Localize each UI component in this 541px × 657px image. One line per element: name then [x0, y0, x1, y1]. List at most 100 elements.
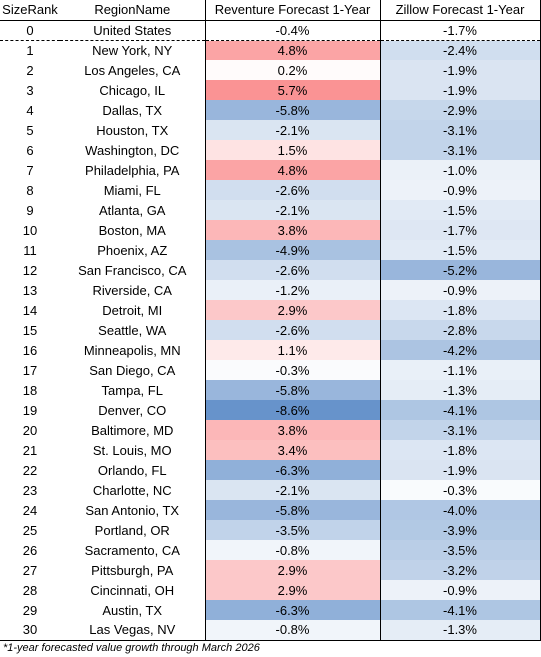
cell-size-rank: 13	[22, 282, 38, 298]
cell-size-rank: 22	[22, 462, 38, 478]
cell-reventure-forecast: 4.8%	[204, 40, 380, 60]
cell-reventure-forecast: -2.6%	[204, 180, 380, 200]
cell-reventure-forecast: 2.9%	[204, 580, 380, 600]
table-row: 23 Charlotte, NC -2.1% -0.3%	[0, 480, 541, 500]
header-zillow-forecast: Zillow Forecast 1-Year	[379, 0, 541, 21]
cell-zillow-forecast: -1.9%	[379, 60, 541, 80]
table-row: 0 United States -0.4% -1.7%	[0, 20, 541, 41]
cell-region-name: Baltimore, MD	[91, 422, 174, 438]
cell-reventure-forecast: -5.8%	[204, 100, 380, 120]
cell-region-name: Atlanta, GA	[99, 202, 166, 218]
cell-region-name: Miami, FL	[103, 182, 161, 198]
cell-region-name: Boston, MA	[98, 222, 166, 238]
cell-reventure-forecast: -4.9%	[204, 240, 380, 260]
cell-region-name: Philadelphia, PA	[85, 162, 180, 178]
cell-reventure-forecast: -2.6%	[204, 320, 380, 340]
cell-reventure-forecast: 3.8%	[204, 220, 380, 240]
cell-zillow-forecast: -3.1%	[379, 140, 541, 160]
cell-zillow-forecast: -3.5%	[379, 540, 541, 560]
cell-region-name: Los Angeles, CA	[84, 62, 181, 78]
table-row: 10 Boston, MA 3.8% -1.7%	[0, 220, 541, 240]
cell-reventure-forecast: -8.6%	[204, 400, 380, 420]
header-row: SizeRank RegionName Reventure Forecast 1…	[0, 0, 541, 21]
cell-region-name: Minneapolis, MN	[83, 342, 181, 358]
cell-reventure-forecast: 3.4%	[204, 440, 380, 460]
cell-reventure-forecast: -0.8%	[204, 620, 380, 641]
cell-reventure-forecast: 5.7%	[204, 80, 380, 100]
cell-size-rank: 24	[22, 502, 38, 518]
cell-region-name: San Diego, CA	[89, 362, 176, 378]
cell-region-name: Pittsburgh, PA	[91, 562, 174, 578]
cell-zillow-forecast: -1.1%	[379, 360, 541, 380]
cell-size-rank: 5	[26, 122, 34, 138]
cell-size-rank: 21	[22, 442, 38, 458]
table-row: 21 St. Louis, MO 3.4% -1.8%	[0, 440, 541, 460]
cell-region-name: Portland, OR	[94, 522, 170, 538]
cell-reventure-forecast: 4.8%	[204, 160, 380, 180]
cell-reventure-forecast: -2.1%	[204, 200, 380, 220]
cell-zillow-forecast: -4.1%	[379, 600, 541, 620]
table-row: 30 Las Vegas, NV -0.8% -1.3%	[0, 620, 541, 641]
table-row: 22 Orlando, FL -6.3% -1.9%	[0, 460, 541, 480]
cell-region-name: Washington, DC	[85, 142, 180, 158]
cell-zillow-forecast: -2.8%	[379, 320, 541, 340]
cell-size-rank: 2	[26, 62, 34, 78]
cell-zillow-forecast: -0.9%	[379, 280, 541, 300]
cell-size-rank: 29	[22, 602, 38, 618]
cell-region-name: Orlando, FL	[97, 462, 167, 478]
cell-zillow-forecast: -0.9%	[379, 180, 541, 200]
cell-zillow-forecast: -1.8%	[379, 300, 541, 320]
cell-region-name: Denver, CO	[98, 402, 167, 418]
header-reventure-forecast: Reventure Forecast 1-Year	[204, 0, 380, 21]
cell-reventure-forecast: -0.3%	[204, 360, 380, 380]
table-row: 28 Cincinnati, OH 2.9% -0.9%	[0, 580, 541, 600]
cell-size-rank: 18	[22, 382, 38, 398]
cell-size-rank: 7	[26, 162, 34, 178]
table-row: 16 Minneapolis, MN 1.1% -4.2%	[0, 340, 541, 360]
cell-region-name: Houston, TX	[96, 122, 169, 138]
cell-reventure-forecast: -1.2%	[204, 280, 380, 300]
table-row: 11 Phoenix, AZ -4.9% -1.5%	[0, 240, 541, 260]
cell-region-name: Austin, TX	[102, 602, 163, 618]
cell-zillow-forecast: -0.3%	[379, 480, 541, 500]
cell-region-name: Dallas, TX	[102, 102, 163, 118]
cell-size-rank: 8	[26, 182, 34, 198]
cell-region-name: Cincinnati, OH	[90, 582, 175, 598]
cell-size-rank: 15	[22, 322, 38, 338]
cell-zillow-forecast: -1.9%	[379, 80, 541, 100]
cell-zillow-forecast: -2.4%	[379, 40, 541, 60]
cell-zillow-forecast: -1.0%	[379, 160, 541, 180]
cell-size-rank: 19	[22, 402, 38, 418]
cell-region-name: Detroit, MI	[102, 302, 163, 318]
table-row: 1 New York, NY 4.8% -2.4%	[0, 40, 541, 60]
cell-zillow-forecast: -1.8%	[379, 440, 541, 460]
cell-reventure-forecast: -2.6%	[204, 260, 380, 280]
table-row: 7 Philadelphia, PA 4.8% -1.0%	[0, 160, 541, 180]
cell-size-rank: 16	[22, 342, 38, 358]
cell-region-name: United States	[60, 20, 205, 41]
forecast-table: SizeRank RegionName Reventure Forecast 1…	[0, 0, 541, 641]
cell-size-rank: 17	[22, 362, 38, 378]
cell-region-name: Riverside, CA	[92, 282, 172, 298]
cell-size-rank: 12	[22, 262, 38, 278]
cell-reventure-forecast: -6.3%	[204, 600, 380, 620]
cell-reventure-forecast: -0.8%	[204, 540, 380, 560]
table-row: 19 Denver, CO -8.6% -4.1%	[0, 400, 541, 420]
cell-reventure-forecast: -5.8%	[204, 500, 380, 520]
table-row: 12 San Francisco, CA -2.6% -5.2%	[0, 260, 541, 280]
cell-size-rank: 26	[22, 542, 38, 558]
cell-size-rank: 9	[26, 202, 34, 218]
cell-size-rank: 30	[0, 620, 60, 641]
cell-zillow-forecast: -3.1%	[379, 120, 541, 140]
cell-zillow-forecast: -1.5%	[379, 240, 541, 260]
table-row: 26 Sacramento, CA -0.8% -3.5%	[0, 540, 541, 560]
cell-size-rank: 10	[22, 222, 38, 238]
table-row: 9 Atlanta, GA -2.1% -1.5%	[0, 200, 541, 220]
cell-region-name: San Antonio, TX	[85, 502, 180, 518]
cell-region-name: Sacramento, CA	[84, 542, 180, 558]
table-row: 2 Los Angeles, CA 0.2% -1.9%	[0, 60, 541, 80]
table-row: 27 Pittsburgh, PA 2.9% -3.2%	[0, 560, 541, 580]
header-size-rank: SizeRank	[0, 0, 60, 21]
cell-zillow-forecast: -4.0%	[379, 500, 541, 520]
